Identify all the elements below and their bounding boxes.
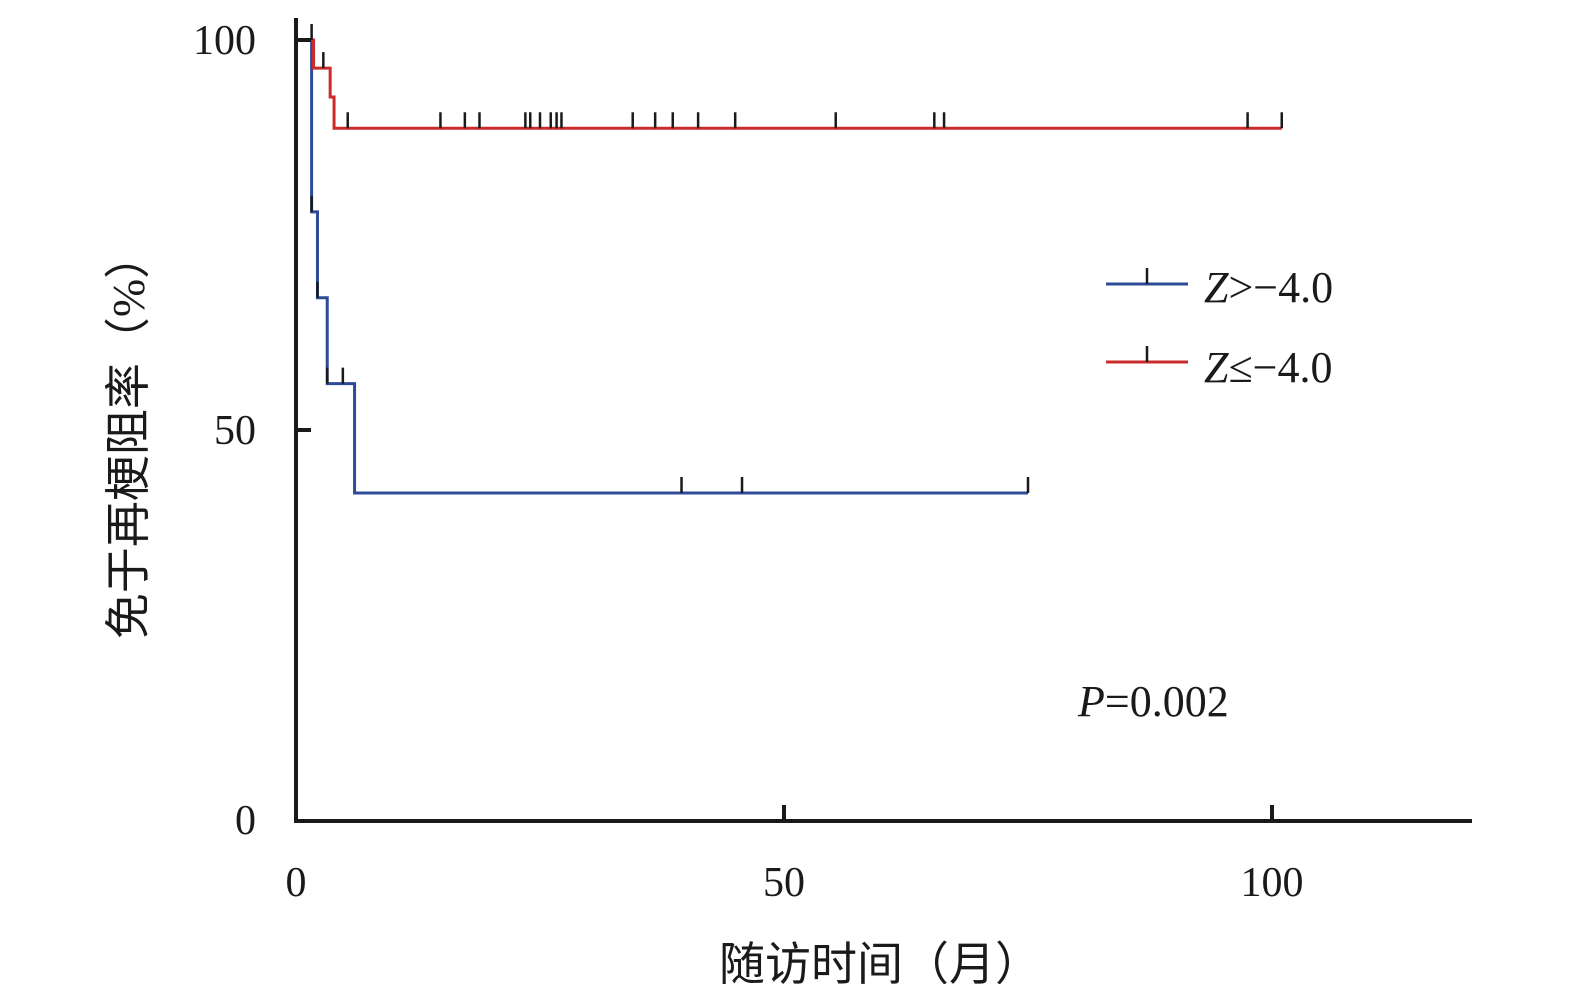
y-tick-label-100: 100 (193, 18, 256, 64)
x-tick-marks (782, 805, 1274, 821)
series-line-0 (296, 38, 1028, 495)
y-tick-label-50: 50 (214, 408, 256, 454)
x-tick-label-100: 100 (1241, 860, 1304, 906)
p-value-text: =0.002 (1105, 677, 1229, 726)
p-value-annotation: P=0.002 (1077, 677, 1229, 726)
legend-label-red-italic: Z (1204, 343, 1229, 392)
y-tick-label-0: 0 (235, 798, 256, 844)
legend: Z>−4.0 Z≤−4.0 (1106, 263, 1333, 392)
legend-label-red-rest: ≤−4.0 (1228, 343, 1332, 392)
legend-label-red: Z≤−4.0 (1204, 343, 1332, 392)
legend-label-blue-rest: >−4.0 (1228, 263, 1333, 312)
plot-area (296, 24, 1284, 495)
series-line-1 (296, 38, 1282, 130)
y-tick-marks (296, 38, 311, 823)
x-tick-label-0: 0 (286, 860, 307, 906)
y-axis-title: 免于再梗阻率（%） (103, 233, 154, 639)
legend-label-blue: Z>−4.0 (1204, 263, 1333, 312)
legend-label-blue-italic: Z (1204, 263, 1229, 312)
x-axis-title: 随访时间（月） (719, 939, 1041, 990)
x-tick-label-50: 50 (763, 860, 805, 906)
p-value-italic: P (1077, 677, 1105, 726)
